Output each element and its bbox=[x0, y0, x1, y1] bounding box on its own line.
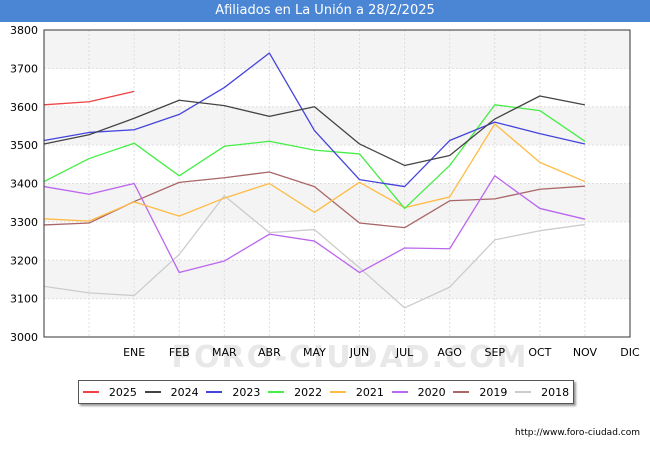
series-line-2025 bbox=[43, 90, 135, 106]
y-tick-label: 3000 bbox=[10, 331, 38, 344]
legend-label: 2024 bbox=[170, 385, 199, 399]
plot-band bbox=[44, 260, 630, 299]
legend-item-2020: 2020 bbox=[391, 385, 446, 399]
x-tick-label: OCT bbox=[528, 346, 551, 359]
legend-label: 2025 bbox=[108, 385, 137, 399]
x-tick-label: MAY bbox=[303, 346, 326, 359]
x-axis-tick-labels: ENE FEB MAR ABR MAY JUN JUL AGO SEP OCT NOV DIC bbox=[123, 346, 640, 359]
x-tick-label: JUL bbox=[395, 346, 414, 359]
y-tick-label: 3800 bbox=[10, 24, 38, 37]
y-tick-label: 3400 bbox=[10, 178, 38, 191]
series-line-2021 bbox=[43, 123, 586, 222]
legend-swatch bbox=[206, 391, 223, 393]
x-tick-label: DIC bbox=[620, 346, 640, 359]
x-tick-label: SEP bbox=[484, 346, 505, 359]
x-tick-label: NOV bbox=[573, 346, 598, 359]
source-url: http://www.foro-ciudad.com bbox=[515, 428, 640, 438]
watermark: FORO-CIUDAD.COM bbox=[172, 340, 529, 375]
plot-band bbox=[44, 30, 630, 69]
series-line-2023 bbox=[43, 52, 586, 188]
legend-label: 2023 bbox=[232, 385, 261, 399]
x-tick-label: MAR bbox=[212, 346, 237, 359]
legend-label: 2019 bbox=[479, 385, 508, 399]
legend-label: 2021 bbox=[355, 385, 384, 399]
legend-label: 2022 bbox=[294, 385, 323, 399]
legend-item-2021: 2021 bbox=[329, 385, 384, 399]
y-axis-tick-labels: 3000 3100 3200 3300 3400 3500 3600 3700 3800 bbox=[10, 24, 38, 344]
plot-area-border bbox=[43, 29, 631, 338]
legend-item-2024: 2024 bbox=[144, 385, 199, 399]
x-tick-label: ENE bbox=[123, 346, 145, 359]
plot-band bbox=[44, 68, 630, 107]
legend-item-2019: 2019 bbox=[453, 386, 507, 399]
y-tick-label: 3200 bbox=[10, 254, 38, 267]
legend-item-2025: 2025 bbox=[82, 385, 137, 399]
series-line-2024 bbox=[43, 95, 586, 167]
x-tick-label: ABR bbox=[258, 346, 281, 359]
legend-item-2018: 2018 bbox=[515, 386, 569, 399]
legend-swatch bbox=[391, 391, 408, 393]
legend-label: 2020 bbox=[417, 385, 446, 399]
x-tick-label: JUN bbox=[349, 346, 370, 359]
plot-band bbox=[44, 221, 630, 261]
legend-item-2023: 2023 bbox=[206, 386, 260, 399]
y-tick-label: 3500 bbox=[10, 139, 38, 152]
legend-swatch bbox=[515, 391, 532, 393]
legend-swatch bbox=[82, 391, 99, 393]
plot-bands bbox=[44, 30, 630, 337]
legend-item-2022: 2022 bbox=[268, 386, 322, 399]
y-tick-label: 3300 bbox=[10, 216, 38, 229]
chart-title: Afiliados en La Unión a 28/2/2025 bbox=[0, 0, 650, 22]
y-tick-label: 3600 bbox=[10, 101, 38, 114]
series-line-2022 bbox=[43, 104, 586, 210]
legend-label: 2018 bbox=[541, 385, 570, 399]
y-tick-label: 3700 bbox=[10, 62, 38, 75]
legend-swatch bbox=[329, 391, 346, 393]
x-tick-label: FEB bbox=[169, 346, 190, 359]
series-line-2018 bbox=[43, 195, 586, 309]
legend-swatch bbox=[453, 391, 470, 393]
legend-swatch bbox=[144, 391, 161, 393]
legend-swatch bbox=[268, 391, 285, 393]
y-tick-label: 3100 bbox=[10, 293, 38, 306]
plot-band bbox=[44, 145, 630, 184]
plot-band bbox=[44, 298, 630, 337]
series-lines bbox=[43, 52, 586, 309]
x-tick-label: AGO bbox=[437, 346, 462, 359]
series-line-2020 bbox=[43, 175, 586, 274]
legend: 2025 2024 2023 2022 2021 2020 2019 2018 bbox=[78, 380, 574, 404]
